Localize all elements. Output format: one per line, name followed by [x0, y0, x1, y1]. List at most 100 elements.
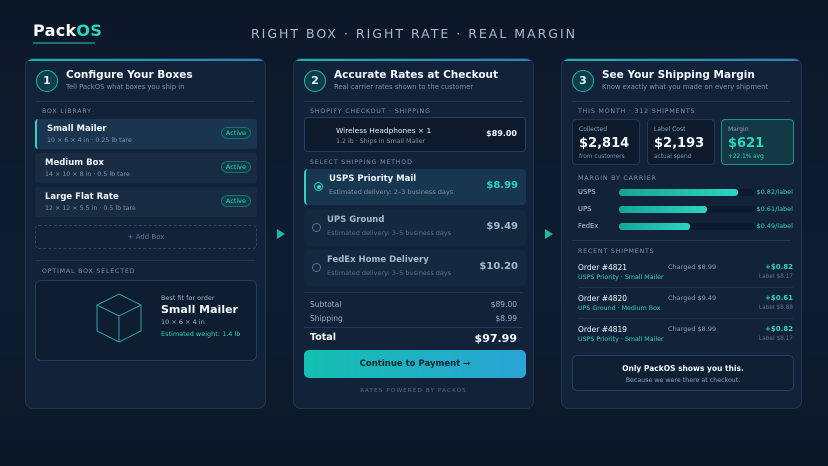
shipping-value: $8.99	[495, 314, 517, 323]
add-box-button[interactable]: + Add Box	[35, 225, 257, 249]
rate-price: $8.99	[486, 180, 518, 191]
rate-name: FedEx Home Delivery	[327, 255, 429, 265]
rate-delivery: Estimated delivery: 3–5 business days	[327, 229, 452, 237]
logo-underline	[33, 42, 95, 44]
divider	[572, 101, 791, 102]
carrier-name: FedEx	[578, 222, 599, 230]
status-badge: Active	[220, 127, 251, 139]
total-value: $97.99	[474, 332, 517, 345]
box-dims: 12 × 12 × 5.5 in · 0.5 lb tare	[45, 205, 136, 212]
shipment-row[interactable]: Order #4821 USPS Priority · Small Mailer…	[578, 263, 793, 287]
shipment-order: Order #4821	[578, 263, 628, 272]
subtotal-value: $89.00	[490, 300, 517, 309]
margin-bar-fill	[619, 223, 691, 230]
panel-title: Configure Your Boxes	[66, 69, 193, 81]
box-item-small-mailer[interactable]: Small Mailer 10 × 6 × 4 in · 0.25 lb tar…	[35, 119, 257, 149]
stat-label: Label Cost	[654, 126, 686, 133]
rate-name: UPS Ground	[327, 215, 385, 225]
section-label: MARGIN BY CARRIER	[578, 175, 657, 182]
tagline: RIGHT BOX · RIGHT RATE · REAL MARGIN	[250, 26, 578, 41]
shipment-label-cost: Label $8.17	[758, 274, 793, 280]
divider	[304, 101, 523, 102]
order-item: Wireless Headphones × 1	[336, 126, 432, 135]
section-label: SHOPIFY CHECKOUT · SHIPPING	[310, 108, 431, 115]
box-name: Medium Box	[45, 158, 104, 168]
shipment-label-cost: Label $8.88	[758, 305, 793, 311]
rate-option-ups-ground[interactable]: UPS Ground Estimated delivery: 3–5 busin…	[304, 210, 526, 246]
stat-value: $621	[728, 136, 765, 151]
shipment-order: Order #4819	[578, 325, 628, 334]
section-label: BOX LIBRARY	[42, 108, 92, 115]
packos-callout: Only PackOS shows you this. Because we w…	[572, 355, 794, 391]
callout-subtitle: Because we were there at checkout.	[625, 377, 741, 384]
row-divider	[578, 287, 793, 288]
section-label: OPTIMAL BOX SELECTED	[42, 268, 136, 275]
shipment-margin: +$0.82	[764, 263, 793, 271]
carrier-margin-value: $0.49/label	[754, 222, 793, 230]
optimal-caption: Best fit for order	[161, 294, 215, 302]
stat-label-cost: Label Cost $2,193 actual spend	[647, 119, 715, 165]
carrier-row-ups: UPS $0.61/label	[578, 203, 793, 215]
panel-title: Accurate Rates at Checkout	[334, 69, 499, 81]
panel-title: See Your Shipping Margin	[602, 69, 755, 81]
divider	[36, 101, 255, 102]
carrier-margin-value: $0.61/label	[754, 205, 793, 213]
box-dims: 14 × 10 × 8 in · 0.5 lb tare	[45, 171, 130, 178]
total-label: Total	[310, 332, 336, 343]
radio-icon[interactable]	[312, 223, 321, 232]
shipping-label: Shipping	[310, 314, 343, 323]
stat-margin: Margin $621 +22.1% avg	[721, 119, 794, 165]
rate-option-fedex-home[interactable]: FedEx Home Delivery Estimated delivery: …	[304, 250, 526, 286]
rate-price: $9.49	[486, 221, 518, 232]
continue-to-payment-button[interactable]: Continue to Payment →	[304, 350, 526, 378]
shipment-row[interactable]: Order #4819 USPS Priority · Small Mailer…	[578, 325, 793, 349]
stat-label: Collected	[579, 126, 608, 133]
margin-bar-track	[619, 223, 764, 230]
brand-logo: PackOS	[33, 21, 102, 40]
radio-icon[interactable]	[312, 263, 321, 272]
rate-option-usps-priority[interactable]: USPS Priority Mail Estimated delivery: 2…	[304, 169, 526, 205]
shipment-charged: Charged $8.99	[668, 325, 717, 333]
brand-pack: Pack	[33, 21, 77, 40]
margin-bar-fill	[619, 206, 708, 213]
box-item-large-flat-rate[interactable]: Large Flat Rate 12 × 12 × 5.5 in · 0.5 l…	[35, 187, 257, 217]
optimal-box-card: Best fit for order Small Mailer 10 × 6 ×…	[35, 280, 257, 361]
stat-value: $2,814	[579, 136, 630, 151]
panel-subtitle: Tell PackOS what boxes you ship in	[66, 83, 185, 91]
carrier-margin-value: $0.82/label	[754, 188, 793, 196]
shipment-row[interactable]: Order #4820 UPS Ground · Medium Box Char…	[578, 294, 793, 318]
order-item-sub: 1.2 lb · Ships in Small Mailer	[336, 138, 426, 145]
optimal-box-weight: Estimated weight: 1.4 lb	[161, 330, 241, 338]
order-price: $89.00	[486, 129, 517, 138]
total-row: Total $97.99	[310, 332, 517, 345]
carrier-row-usps: USPS $0.82/label	[578, 186, 793, 198]
margin-bar-track	[619, 189, 764, 196]
arrow-right-icon	[545, 229, 553, 239]
box-dims: 10 × 6 × 4 in · 0.25 lb tare	[47, 137, 132, 144]
carrier-row-fedex: FedEx $0.49/label	[578, 220, 793, 232]
status-badge: Active	[220, 161, 251, 173]
stat-collected: Collected $2,814 from customers	[572, 119, 640, 165]
callout-title: Only PackOS shows you this.	[622, 364, 744, 373]
shipment-carrier: USPS Priority · Small Mailer	[578, 336, 664, 343]
rate-delivery: Estimated delivery: 3–5 business days	[327, 269, 452, 277]
box-name: Small Mailer	[47, 124, 107, 134]
panel-accurate-rates: 2 Accurate Rates at Checkout Real carrie…	[293, 58, 534, 409]
rate-price: $10.20	[479, 261, 518, 272]
margin-bar-track	[619, 206, 764, 213]
radio-icon[interactable]	[314, 182, 323, 191]
step-number: 2	[304, 70, 326, 92]
divider	[572, 240, 791, 241]
panel-topbar	[294, 59, 533, 61]
stat-value: $2,193	[654, 136, 705, 151]
shipment-charged: Charged $8.99	[668, 263, 717, 271]
divider	[36, 260, 255, 261]
box-item-medium-box[interactable]: Medium Box 14 × 10 × 8 in · 0.5 lb tare …	[35, 153, 257, 183]
box-cube-icon	[96, 293, 142, 343]
rate-name: USPS Priority Mail	[329, 174, 417, 184]
shipment-label-cost: Label $8.17	[758, 336, 793, 342]
panel-shipping-margin: 3 See Your Shipping Margin Know exactly …	[561, 58, 802, 409]
section-label: SELECT SHIPPING METHOD	[310, 159, 413, 166]
step-number: 3	[572, 70, 594, 92]
stat-sub: from customers	[579, 154, 625, 160]
